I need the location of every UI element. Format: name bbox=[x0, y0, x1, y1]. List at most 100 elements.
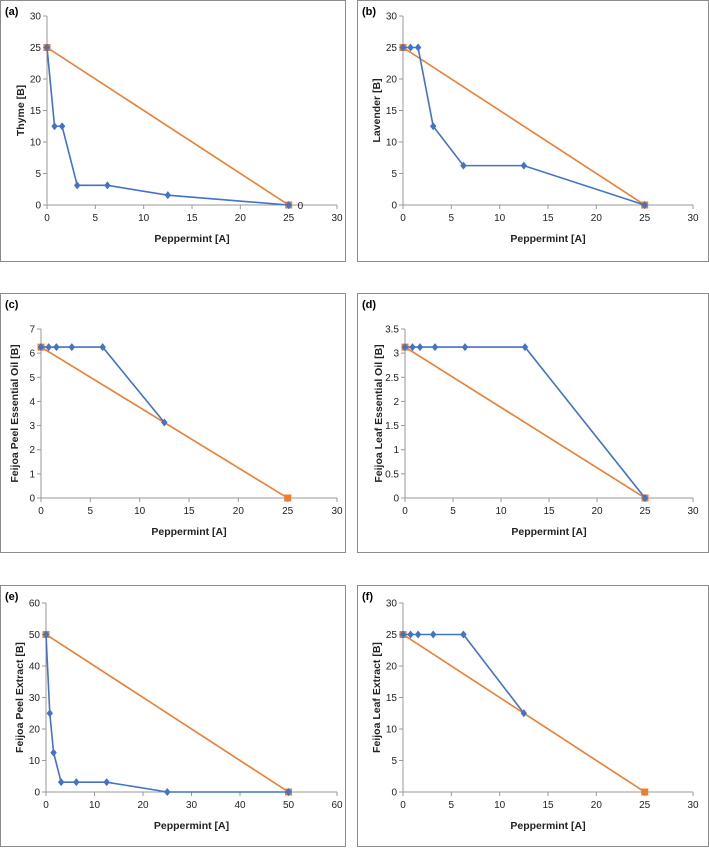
y-tick-label: 0 bbox=[35, 201, 41, 212]
y-tick-label: 1 bbox=[29, 469, 35, 480]
x-tick-label: 25 bbox=[639, 800, 651, 811]
panel-label-e: (e) bbox=[5, 591, 19, 603]
x-tick-label: 30 bbox=[687, 506, 699, 517]
x-tick-label: 20 bbox=[137, 800, 149, 811]
isobologram-point bbox=[430, 630, 437, 639]
x-tick-label: 25 bbox=[639, 213, 651, 224]
additivity-line-e bbox=[45, 633, 289, 793]
x-tick-label: 30 bbox=[687, 800, 699, 811]
x-tick-label: 10 bbox=[495, 506, 507, 517]
isobologram-point bbox=[460, 161, 467, 170]
y-tick-label: 30 bbox=[386, 599, 398, 610]
isobologram-point bbox=[103, 778, 110, 787]
isobologram-point bbox=[53, 343, 60, 352]
chart-a-svg: (a) 0 5 10 15 20 25 30 0 5 10 15 20 25 30 Peppermint [A… bbox=[5, 6, 343, 245]
chart-panel-d: (d) 0 0.5 1 1.5 2 2.5 3 3.5 0 5 10 15 20 25 30 Peppermin… bbox=[357, 293, 709, 553]
chart-panel-e: (e) 0 10 20 30 40 50 60 0 10 20 30 40 50 60 Peppermint … bbox=[0, 585, 346, 847]
isobologram-point bbox=[521, 343, 529, 352]
y-tick-label: 15 bbox=[386, 693, 398, 704]
x-tick-label: 5 bbox=[450, 506, 456, 517]
x-tick-label: 5 bbox=[93, 213, 99, 224]
x-axis-title-b: Peppermint [A] bbox=[510, 233, 585, 245]
isobologram-point bbox=[164, 788, 171, 796]
chart-c-svg: (c) 0 1 2 3 4 5 6 7 0 5 10 15 20 25 30 Peppermint [A] Fei… bbox=[5, 299, 343, 538]
y-tick-label: 2 bbox=[393, 397, 399, 408]
y-tick-label: 20 bbox=[386, 75, 398, 86]
additivity-point bbox=[284, 494, 292, 502]
x-tick-label: 30 bbox=[687, 213, 699, 224]
y-tick-label: 40 bbox=[29, 662, 41, 673]
x-tick-label: 20 bbox=[235, 213, 247, 224]
y-tick-label: 30 bbox=[30, 12, 42, 23]
y-tick-label: 60 bbox=[29, 599, 41, 610]
isobologram-point bbox=[285, 201, 292, 209]
additivity-line-d bbox=[404, 346, 646, 499]
isobologram-point bbox=[68, 343, 76, 352]
isobologram-point bbox=[42, 630, 50, 639]
y-tick-label: 4 bbox=[29, 397, 35, 408]
y-tick-label: 1.5 bbox=[385, 421, 399, 432]
y-axis-title-f: Feijoa Leaf Extract [B] bbox=[371, 642, 383, 753]
x-tick-label: 15 bbox=[186, 213, 198, 224]
panel-label-b: (b) bbox=[362, 6, 376, 18]
y-tick-label: 1 bbox=[393, 445, 399, 456]
isobologram-point bbox=[401, 343, 409, 352]
x-tick-label: 40 bbox=[234, 800, 246, 811]
isobologram-point bbox=[431, 343, 439, 352]
x-tick-label: 20 bbox=[591, 800, 603, 811]
isobologram-point bbox=[37, 343, 45, 352]
x-tick-label: 10 bbox=[494, 213, 506, 224]
isobologram-point bbox=[57, 778, 65, 787]
x-axis-title-a: Peppermint [A] bbox=[154, 233, 229, 245]
x-tick-label: 10 bbox=[494, 800, 506, 811]
isobologram-point bbox=[416, 343, 424, 352]
additivity-line-b bbox=[402, 46, 646, 206]
additivity-line-a bbox=[46, 46, 290, 206]
x-tick-label: 20 bbox=[591, 213, 603, 224]
x-tick-label: 15 bbox=[542, 213, 554, 224]
x-axis-title-f: Peppermint [A] bbox=[510, 820, 585, 832]
isobologram-point bbox=[641, 494, 649, 502]
x-tick-label: 15 bbox=[183, 506, 195, 517]
y-tick-label: 6 bbox=[29, 349, 35, 360]
x-tick-label: 60 bbox=[331, 800, 343, 811]
isobologram-point bbox=[99, 343, 106, 352]
isobologram-point bbox=[164, 191, 172, 200]
x-tick-label: 0 bbox=[400, 800, 406, 811]
x-tick-label: 30 bbox=[331, 506, 343, 517]
chart-panel-a: (a) 0 5 10 15 20 25 30 0 5 10 15 20 25 30 Peppermint [A… bbox=[0, 0, 346, 262]
y-tick-label: 0 bbox=[391, 201, 397, 212]
panel-label-f: (f) bbox=[362, 591, 373, 603]
y-tick-label: 0.5 bbox=[385, 469, 399, 480]
x-tick-label: 15 bbox=[542, 800, 554, 811]
isobologram-point bbox=[50, 748, 57, 757]
y-tick-label: 15 bbox=[386, 106, 398, 117]
y-tick-label: 30 bbox=[386, 12, 398, 23]
isobologram-point bbox=[58, 122, 66, 131]
y-tick-label: 0 bbox=[34, 788, 40, 799]
y-tick-label: 10 bbox=[30, 138, 42, 149]
x-axis-title-e: Peppermint [A] bbox=[154, 820, 229, 832]
y-tick-label: 5 bbox=[29, 373, 35, 384]
isobologram-point bbox=[399, 630, 407, 639]
isobologram-point bbox=[520, 161, 528, 170]
x-axis-title-c: Peppermint [A] bbox=[151, 526, 226, 538]
y-tick-label: 10 bbox=[386, 138, 398, 149]
x-axis-title-d: Peppermint [A] bbox=[511, 526, 586, 538]
x-tick-label: 0 bbox=[38, 506, 44, 517]
x-tick-label: 30 bbox=[331, 213, 343, 224]
x-tick-label: 5 bbox=[449, 213, 455, 224]
x-tick-label: 10 bbox=[138, 213, 150, 224]
x-tick-label: 25 bbox=[639, 506, 651, 517]
isobologram-point bbox=[51, 122, 58, 131]
y-axis-title-b: Lavender [B] bbox=[371, 78, 383, 142]
y-tick-label: 25 bbox=[386, 43, 398, 54]
y-tick-label: 5 bbox=[391, 756, 397, 767]
additivity-point bbox=[641, 788, 649, 796]
isobologram-point bbox=[73, 778, 80, 787]
chart-e-svg: (e) 0 10 20 30 40 50 60 0 10 20 30 40 50 60 Peppermint … bbox=[5, 591, 343, 832]
isobologram-point bbox=[46, 709, 53, 718]
isobologram-point bbox=[45, 343, 52, 352]
x-tick-label: 5 bbox=[88, 506, 94, 517]
y-tick-label: 20 bbox=[29, 725, 41, 736]
